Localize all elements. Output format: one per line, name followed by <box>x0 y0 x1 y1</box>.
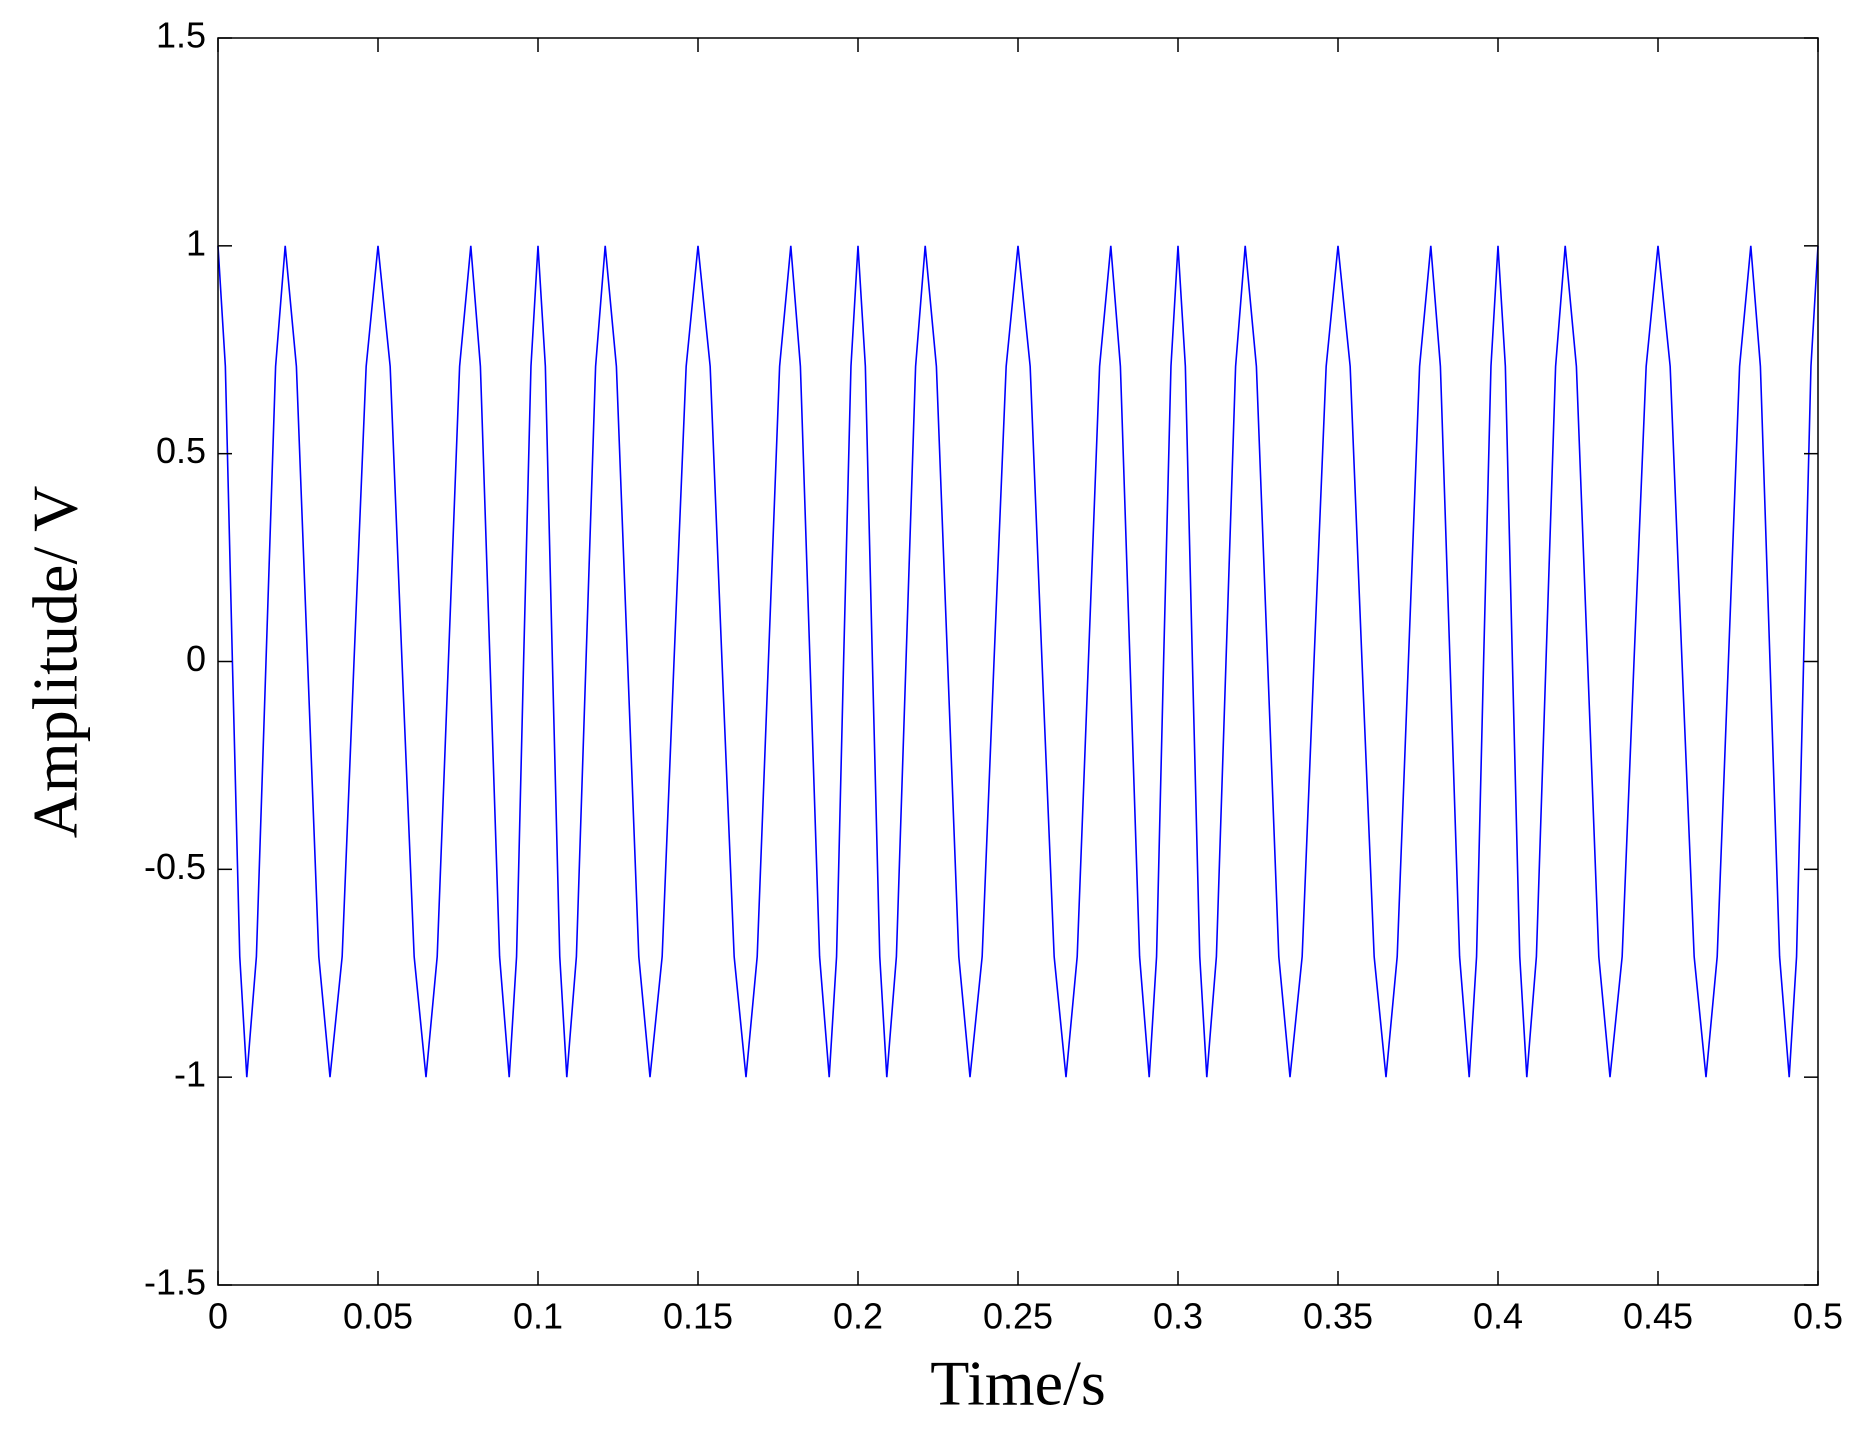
y-tick-label: 0.5 <box>156 430 206 471</box>
y-tick-label: -1.5 <box>144 1262 206 1303</box>
x-axis-label: Time/s <box>930 1348 1106 1419</box>
x-tick-label: 0.05 <box>343 1296 413 1337</box>
x-tick-label: 0.25 <box>983 1296 1053 1337</box>
x-tick-label: 0.45 <box>1623 1296 1693 1337</box>
y-axis-label: Amplitude/ V <box>20 486 91 839</box>
x-tick-label: 0 <box>208 1296 228 1337</box>
y-tick-label: 1.5 <box>156 15 206 56</box>
y-tick-label: 1 <box>186 222 206 263</box>
x-tick-label: 0.5 <box>1793 1296 1843 1337</box>
x-tick-label: 0.4 <box>1473 1296 1523 1337</box>
x-tick-label: 0.2 <box>833 1296 883 1337</box>
y-tick-label: -1 <box>174 1054 206 1095</box>
signal-line <box>217 245 1819 1078</box>
x-tick-label: 0.15 <box>663 1296 733 1337</box>
x-tick-label: 0.3 <box>1153 1296 1203 1337</box>
x-tick-label: 0.1 <box>513 1296 563 1337</box>
y-tick-label: 0 <box>186 638 206 679</box>
x-tick-label: 0.35 <box>1303 1296 1373 1337</box>
y-tick-label: -0.5 <box>144 846 206 887</box>
